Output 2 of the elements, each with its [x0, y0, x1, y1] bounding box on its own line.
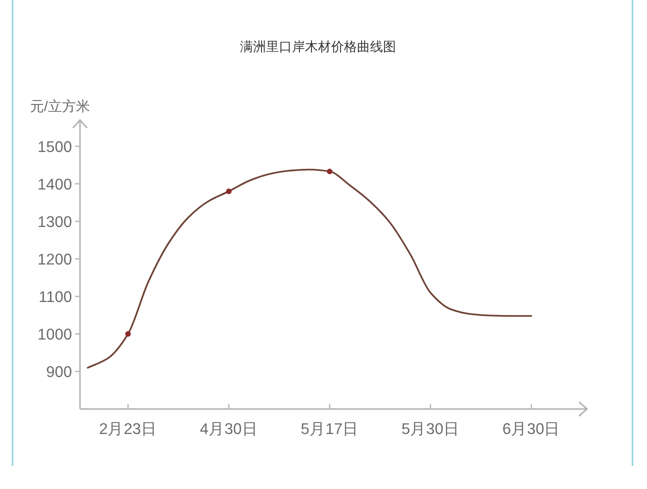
ylabel: 元/立方米	[30, 98, 90, 114]
title: 满洲里口岸木材价格曲线图	[240, 39, 396, 54]
